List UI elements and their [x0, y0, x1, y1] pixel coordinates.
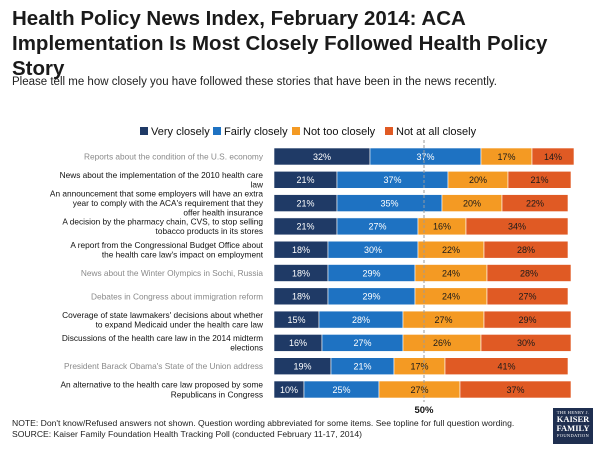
footer: NOTE: Don't know/Refused answers not sho…	[12, 418, 532, 440]
bar-segment	[483, 240, 569, 259]
data-label: 37%	[506, 385, 524, 395]
source-note: SOURCE: Kaiser Family Foundation Health …	[12, 429, 362, 439]
legend-item-fairly-closely: Fairly closely	[213, 126, 288, 138]
legend-swatch-very-closely	[140, 127, 148, 135]
legend-label: Not at all closely	[396, 126, 477, 138]
legend-item-very-closely: Very closely	[140, 126, 210, 138]
data-label: 15%	[287, 315, 305, 325]
data-label: 20%	[463, 198, 481, 208]
bar-segment	[501, 194, 569, 212]
data-label: 24%	[442, 292, 460, 302]
data-label: 16%	[289, 338, 307, 348]
data-label: 30%	[517, 338, 535, 348]
data-label: 18%	[292, 292, 310, 302]
data-label: 27%	[518, 292, 536, 302]
logo-line: FAMILY	[556, 423, 590, 433]
legend-swatch-not-too-closely	[292, 127, 300, 135]
data-label: 28%	[517, 245, 535, 255]
data-label: 26%	[433, 338, 451, 348]
category-label: President Barack Obama's State of the Un…	[64, 361, 263, 371]
bar-segment	[531, 147, 575, 166]
page-title: Health Policy News Index, February 2014:…	[12, 7, 548, 80]
data-label: 14%	[544, 152, 562, 162]
legend-label: Not too closely	[303, 126, 376, 138]
category-label: A decision by the pharmacy chain, CVS, t…	[62, 217, 263, 237]
data-label: 41%	[497, 362, 515, 372]
category-label: News about the Winter Olympics in Sochi,…	[81, 268, 264, 278]
data-label: 22%	[442, 245, 460, 255]
kaiser-logo: THE HENRY J. KAISER FAMILY FOUNDATION	[553, 408, 593, 444]
data-label: 17%	[497, 152, 515, 162]
bar-segment	[444, 357, 569, 376]
data-label: 25%	[332, 385, 350, 395]
data-label: 21%	[296, 198, 314, 208]
bar-segment	[465, 217, 569, 236]
data-label: 17%	[410, 362, 428, 372]
subtitle: Please tell me how closely you have foll…	[12, 76, 497, 88]
data-label: 21%	[296, 175, 314, 185]
category-label: Discussions of the health care law in th…	[62, 333, 263, 353]
legend-swatch-not-at-all-closely	[385, 127, 393, 135]
data-label: 29%	[362, 292, 380, 302]
data-label: 37%	[383, 175, 401, 185]
data-label: 24%	[442, 268, 460, 278]
bar-segment	[507, 171, 572, 189]
data-label: 27%	[353, 338, 371, 348]
legend-item-not-at-all-closely: Not at all closely	[385, 126, 476, 138]
data-label: 10%	[280, 385, 298, 395]
data-label: 30%	[364, 245, 382, 255]
data-label: 37%	[416, 152, 434, 162]
data-label: 21%	[353, 362, 371, 372]
data-label: 16%	[433, 222, 451, 232]
data-label: 29%	[362, 268, 380, 278]
data-label: 18%	[292, 268, 310, 278]
bar-segment	[459, 380, 572, 399]
data-label: 21%	[296, 222, 314, 232]
category-label: Coverage of state lawmakers' decisions a…	[62, 310, 264, 330]
category-label: A report from the Congressional Budget O…	[70, 240, 263, 260]
data-label: 27%	[434, 315, 452, 325]
data-label: 32%	[313, 152, 331, 162]
data-label: 21%	[530, 175, 548, 185]
logo-line: THE HENRY J.	[556, 410, 590, 415]
bar-segment	[483, 310, 572, 329]
legend-label: Fairly closely	[224, 126, 288, 138]
logo-line: FOUNDATION	[557, 433, 589, 438]
data-label: 35%	[380, 198, 398, 208]
logo-line: KAISER	[556, 414, 590, 424]
data-label: 27%	[410, 385, 428, 395]
category-label: An announcement that some employers will…	[50, 189, 264, 218]
data-label: 28%	[352, 315, 370, 325]
legend-item-not-too-closely: Not too closely	[292, 126, 375, 138]
data-label: 19%	[293, 362, 311, 372]
legend: Very closely Fairly closely Not too clos…	[0, 126, 600, 140]
data-label: 18%	[292, 245, 310, 255]
data-label: 28%	[520, 268, 538, 278]
data-label: 22%	[526, 198, 544, 208]
data-label: 20%	[469, 175, 487, 185]
footnote: NOTE: Don't know/Refused answers not sho…	[12, 418, 515, 428]
bar-segment	[486, 264, 572, 282]
legend-label: Very closely	[151, 126, 210, 138]
bar-segment	[486, 287, 569, 306]
category-label: Reports about the condition of the U.S. …	[84, 152, 264, 162]
legend-swatch-fairly-closely	[213, 127, 221, 135]
category-label: An alternative to the health care law pr…	[61, 380, 264, 400]
bar-segment	[480, 334, 572, 352]
data-label: 29%	[518, 315, 536, 325]
category-label: Debates in Congress about immigration re…	[91, 291, 263, 301]
reference-line-label: 50%	[414, 405, 434, 416]
data-label: 34%	[508, 222, 526, 232]
category-label: News about the implementation of the 201…	[60, 170, 264, 190]
data-label: 27%	[368, 222, 386, 232]
